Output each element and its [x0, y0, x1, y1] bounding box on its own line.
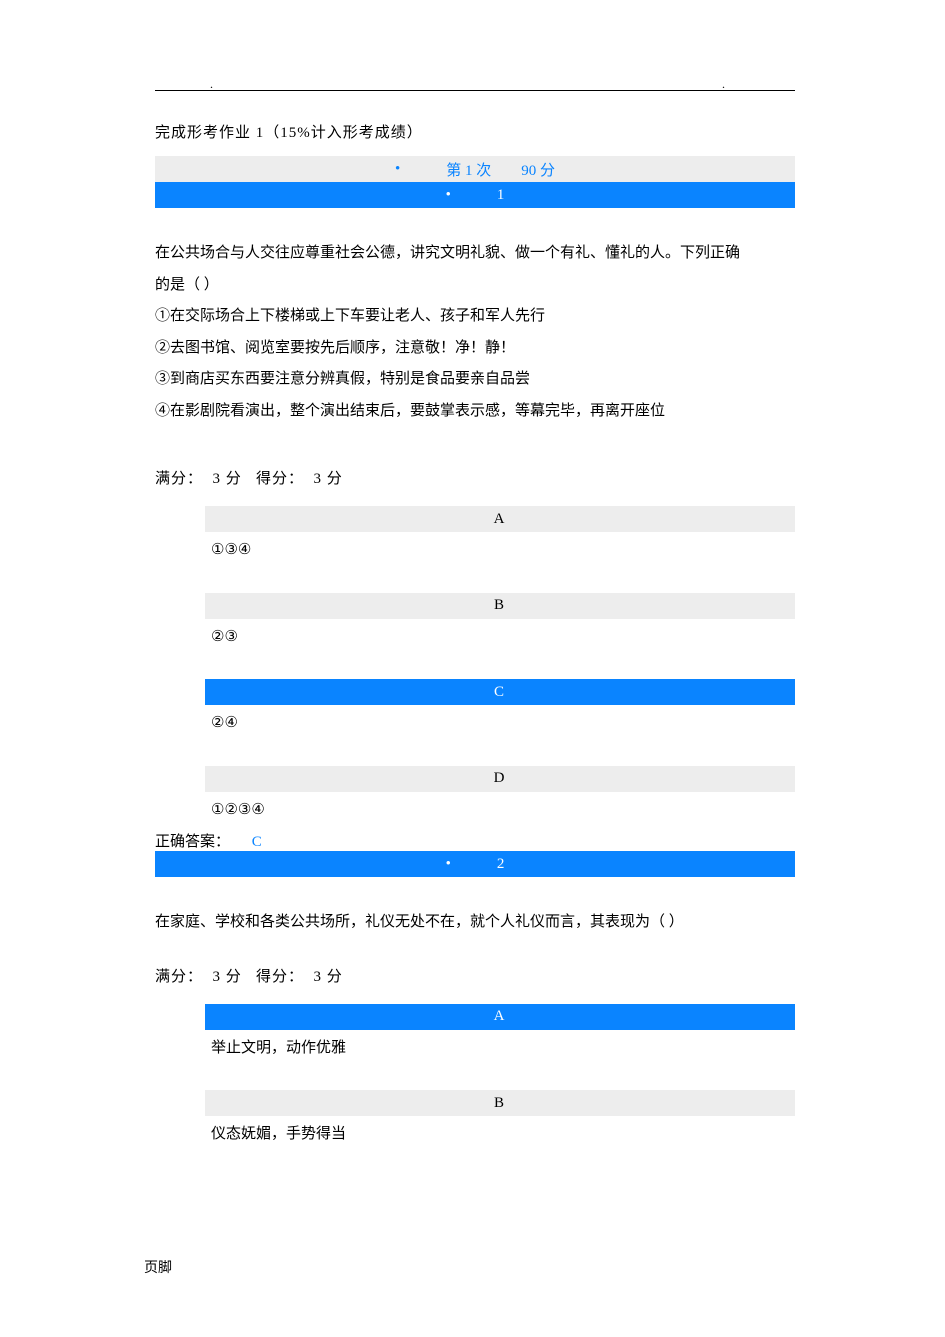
score-line-q1: 满分： 3 分 得分： 3 分 — [155, 467, 795, 488]
option-d-text: ①②③④ — [205, 792, 795, 829]
full-score-value: 3 分 — [213, 471, 242, 487]
correct-answer-q1: 正确答案： C — [155, 830, 795, 851]
question-2-stem: 在家庭、学校和各类公共场所，礼仪无处不在，就个人礼仪而言，其表现为（ ） — [155, 907, 795, 939]
got-score-value: 3 分 — [314, 969, 343, 985]
full-score-label: 满分： — [155, 471, 203, 487]
option-b-text: 仪态妩媚，手势得当 — [205, 1116, 795, 1153]
option-b-header[interactable]: B — [205, 593, 795, 619]
question-1-stem: 在公共场合与人交往应尊重社会公德，讲究文明礼貌、做一个有礼、懂礼的人。下列正确 … — [155, 238, 795, 427]
top-horizontal-rule — [155, 90, 795, 91]
options-q1: A ①③④ B ②③ C ②④ D ①②③④ — [205, 506, 795, 828]
option-a-header[interactable]: A — [205, 506, 795, 532]
stem-line: ①在交际场合上下楼梯或上下车要让老人、孩子和军人先行 — [155, 301, 795, 333]
assignment-title: 完成形考作业 1（15%计入形考成绩） — [155, 121, 860, 142]
stem-line: ②去图书馆、阅览室要按先后顺序，注意敬！净！静！ — [155, 333, 795, 365]
question-number: 2 — [497, 856, 505, 873]
option-d-header[interactable]: D — [205, 766, 795, 792]
stem-line: 在公共场合与人交往应尊重社会公德，讲究文明礼貌、做一个有礼、懂礼的人。下列正确 — [155, 238, 795, 270]
question-number-bar-1: • 1 — [155, 182, 795, 208]
attempt-label: 第 1 次 — [446, 159, 491, 180]
stem-line: ③到商店买东西要注意分辨真假，特别是食品要亲自品尝 — [155, 364, 795, 396]
full-score-label: 满分： — [155, 969, 203, 985]
question-number-bar-2: • 2 — [155, 851, 795, 877]
option-a-text: ①③④ — [205, 532, 795, 569]
full-score-value: 3 分 — [213, 969, 242, 985]
bullet-icon: • — [446, 856, 451, 873]
got-score-label: 得分： — [256, 471, 304, 487]
stem-line: ④在影剧院看演出，整个演出结束后，要鼓掌表示感，等幕完毕，再离开座位 — [155, 396, 795, 428]
got-score-label: 得分： — [256, 969, 304, 985]
attempt-bar: • 第 1 次 90 分 — [155, 156, 795, 182]
option-c-header[interactable]: C — [205, 679, 795, 705]
question-number: 1 — [497, 187, 505, 204]
attempt-score: 90 分 — [521, 159, 555, 180]
bullet-icon: • — [395, 161, 400, 178]
option-b-header[interactable]: B — [205, 1090, 795, 1116]
got-score-value: 3 分 — [314, 471, 343, 487]
correct-value: C — [252, 834, 262, 850]
option-a-text: 举止文明，动作优雅 — [205, 1030, 795, 1067]
bullet-icon: • — [446, 187, 451, 204]
options-q2: A 举止文明，动作优雅 B 仪态妩媚，手势得当 — [205, 1004, 795, 1153]
score-line-q2: 满分： 3 分 得分： 3 分 — [155, 965, 795, 986]
option-a-header[interactable]: A — [205, 1004, 795, 1030]
page-footer: 页脚 — [144, 1257, 172, 1277]
option-c-text: ②④ — [205, 705, 795, 742]
stem-line: 在家庭、学校和各类公共场所，礼仪无处不在，就个人礼仪而言，其表现为（ ） — [155, 907, 795, 939]
option-b-text: ②③ — [205, 619, 795, 656]
stem-line: 的是（ ） — [155, 270, 795, 302]
correct-label: 正确答案： — [155, 834, 230, 850]
